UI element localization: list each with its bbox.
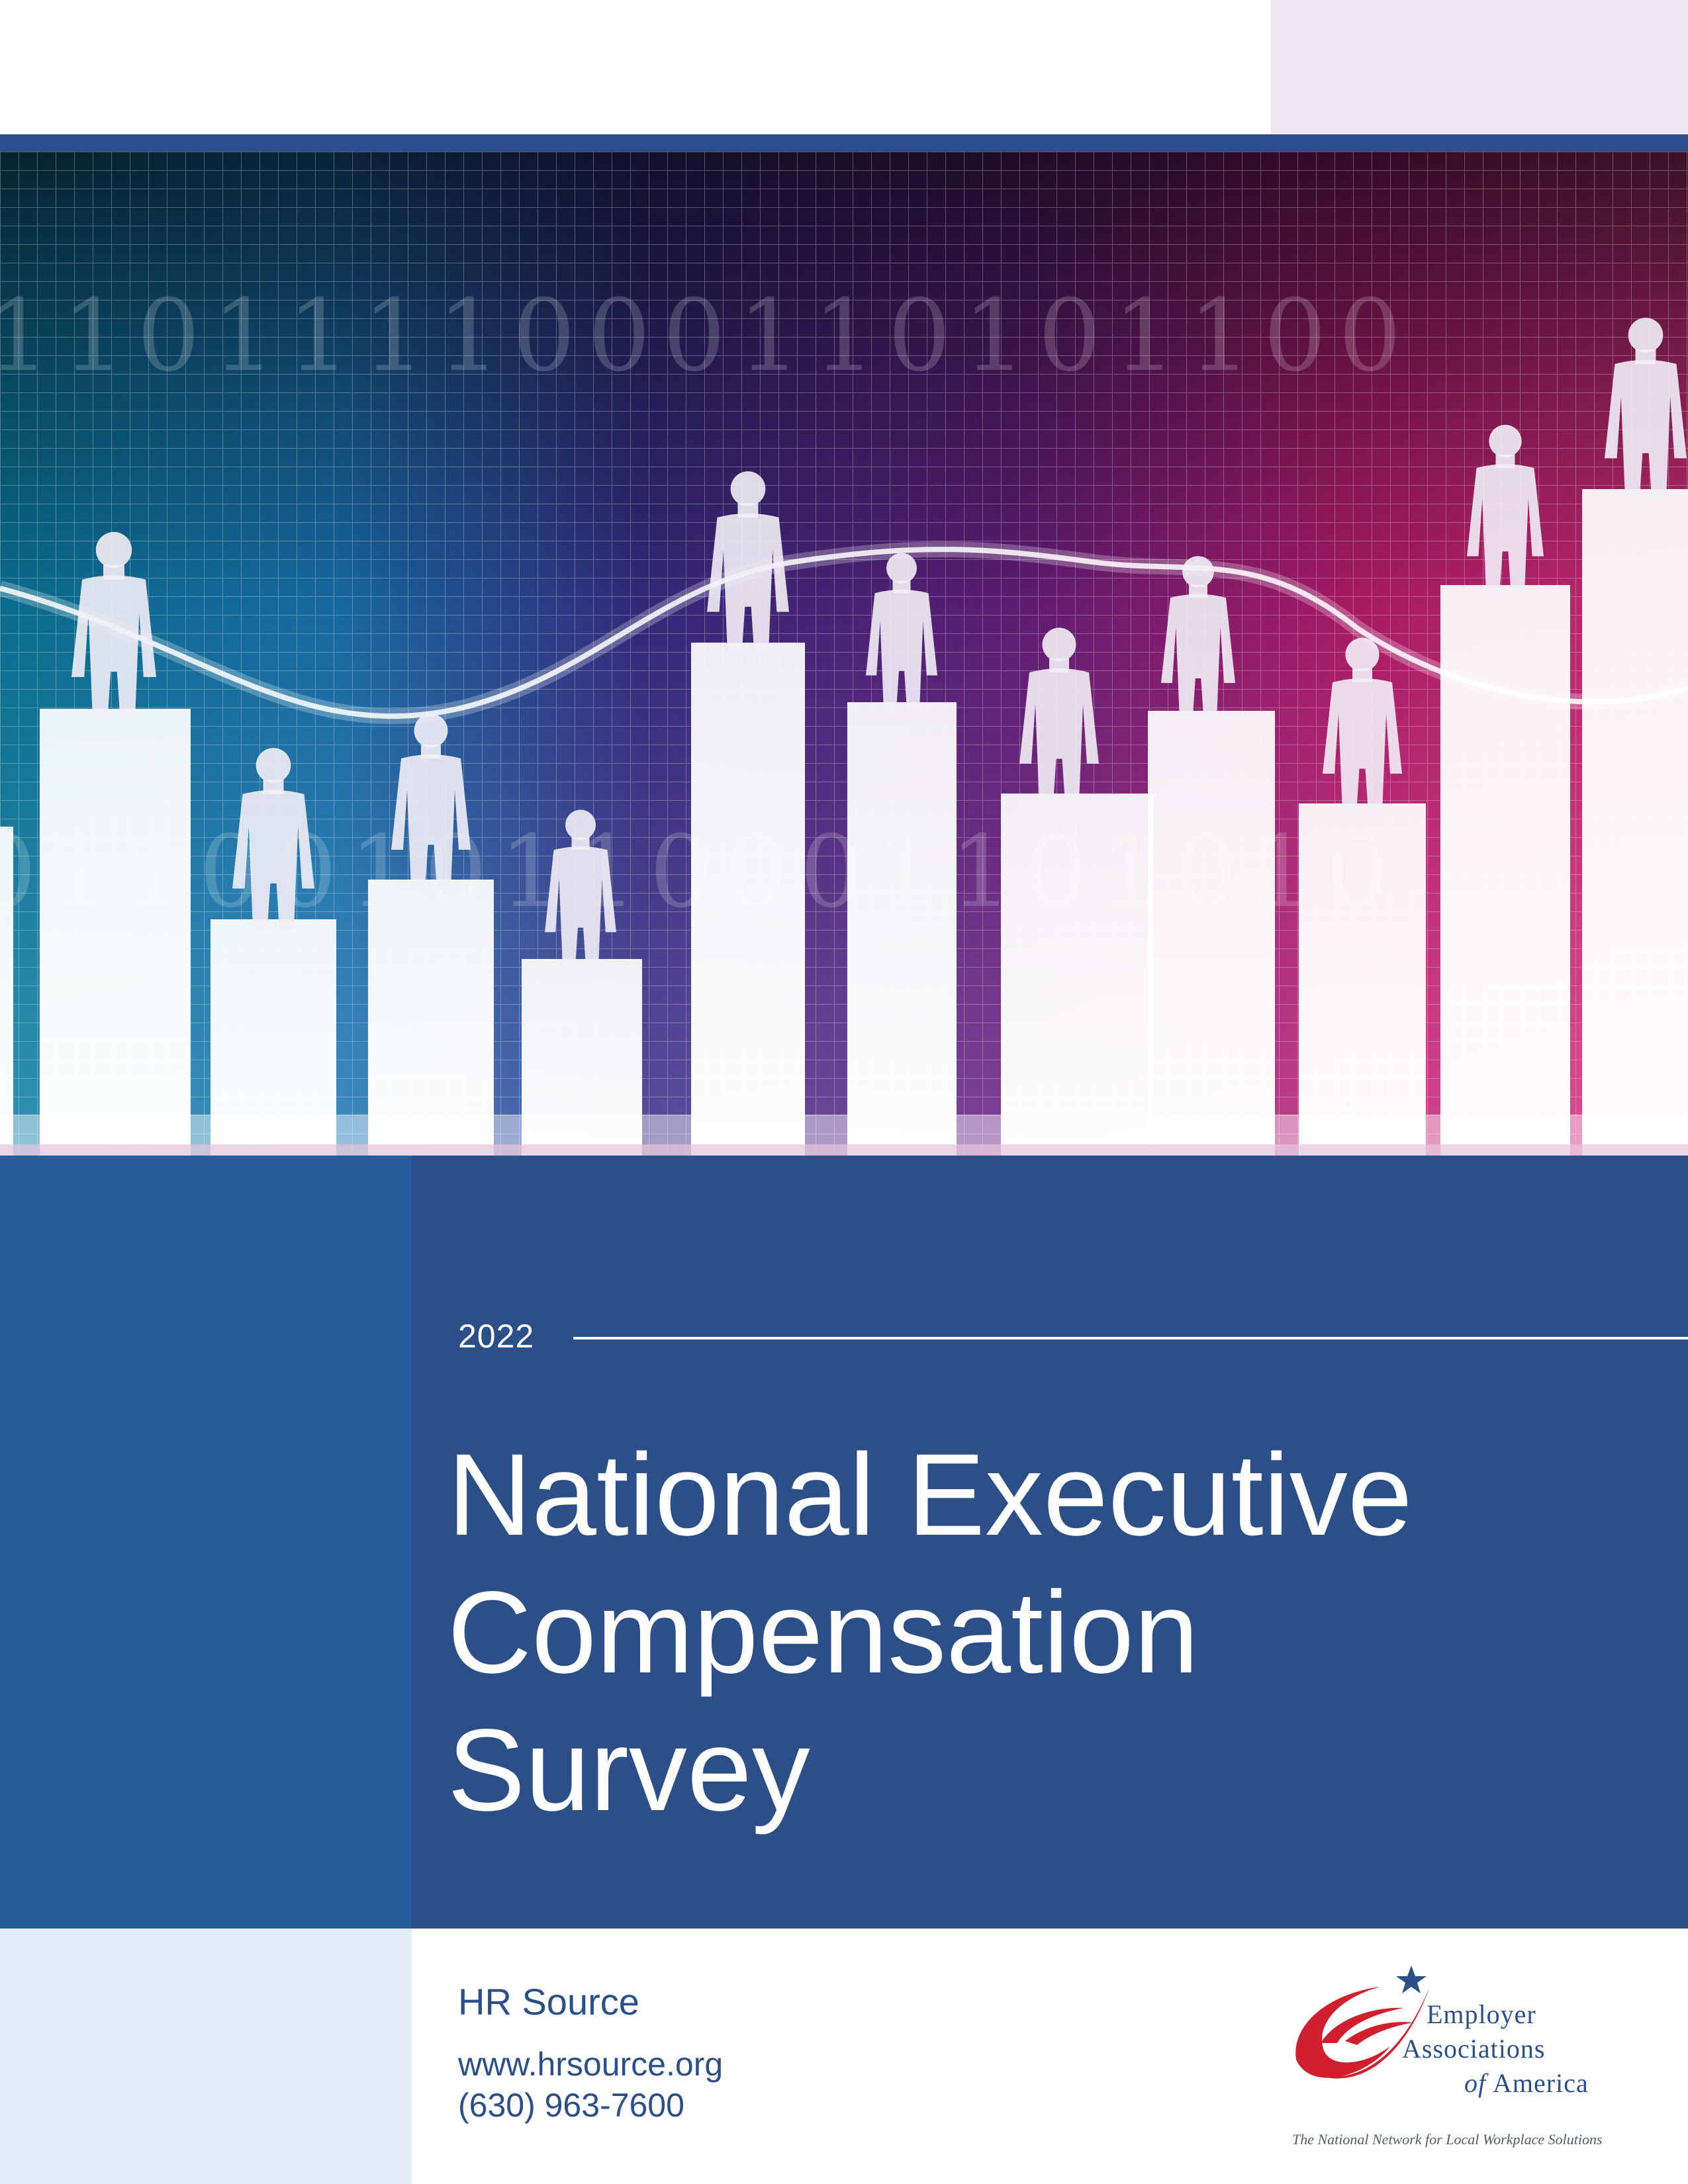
logo-word-america: America bbox=[1493, 2068, 1589, 2098]
logo-word-employer: Employer bbox=[1427, 1999, 1536, 2029]
top-stripe bbox=[0, 134, 1688, 152]
bottom-left-block bbox=[0, 1929, 412, 2184]
binary-digits-top: 1101111000110101100 bbox=[0, 279, 1413, 394]
hero-illustration: 1101111000110101100 0110010110001101010 bbox=[0, 152, 1688, 1156]
publisher-url[interactable]: www.hrsource.org bbox=[458, 2046, 724, 2083]
publisher-phone: (630) 963-7600 bbox=[458, 2087, 684, 2124]
eaa-logo: Employer Associations of America bbox=[1291, 1960, 1609, 2146]
title-line-3: Survey bbox=[447, 1706, 810, 1835]
eaa-swoosh-star-icon bbox=[1295, 1966, 1430, 2079]
logo-word-of: of bbox=[1464, 2068, 1487, 2098]
logo-word-associations: Associations bbox=[1402, 2034, 1546, 2064]
publisher-name: HR Source bbox=[458, 1981, 639, 2023]
document-title: National Executive Compensation Survey bbox=[447, 1426, 1652, 1839]
top-corner-block bbox=[1271, 0, 1688, 136]
title-panel bbox=[412, 1156, 1688, 1929]
logo-tagline: The National Network for Local Workplace… bbox=[1292, 2131, 1603, 2148]
left-color-strip bbox=[0, 1156, 412, 1929]
trend-wave bbox=[0, 547, 1688, 719]
survey-year: 2022 bbox=[458, 1318, 535, 1355]
people-bar-chart-icon: 1101111000110101100 0110010110001101010 bbox=[0, 152, 1688, 1156]
title-line-1: National Executive bbox=[447, 1430, 1413, 1560]
title-line-2: Compensation bbox=[447, 1568, 1199, 1698]
year-divider bbox=[573, 1337, 1688, 1340]
